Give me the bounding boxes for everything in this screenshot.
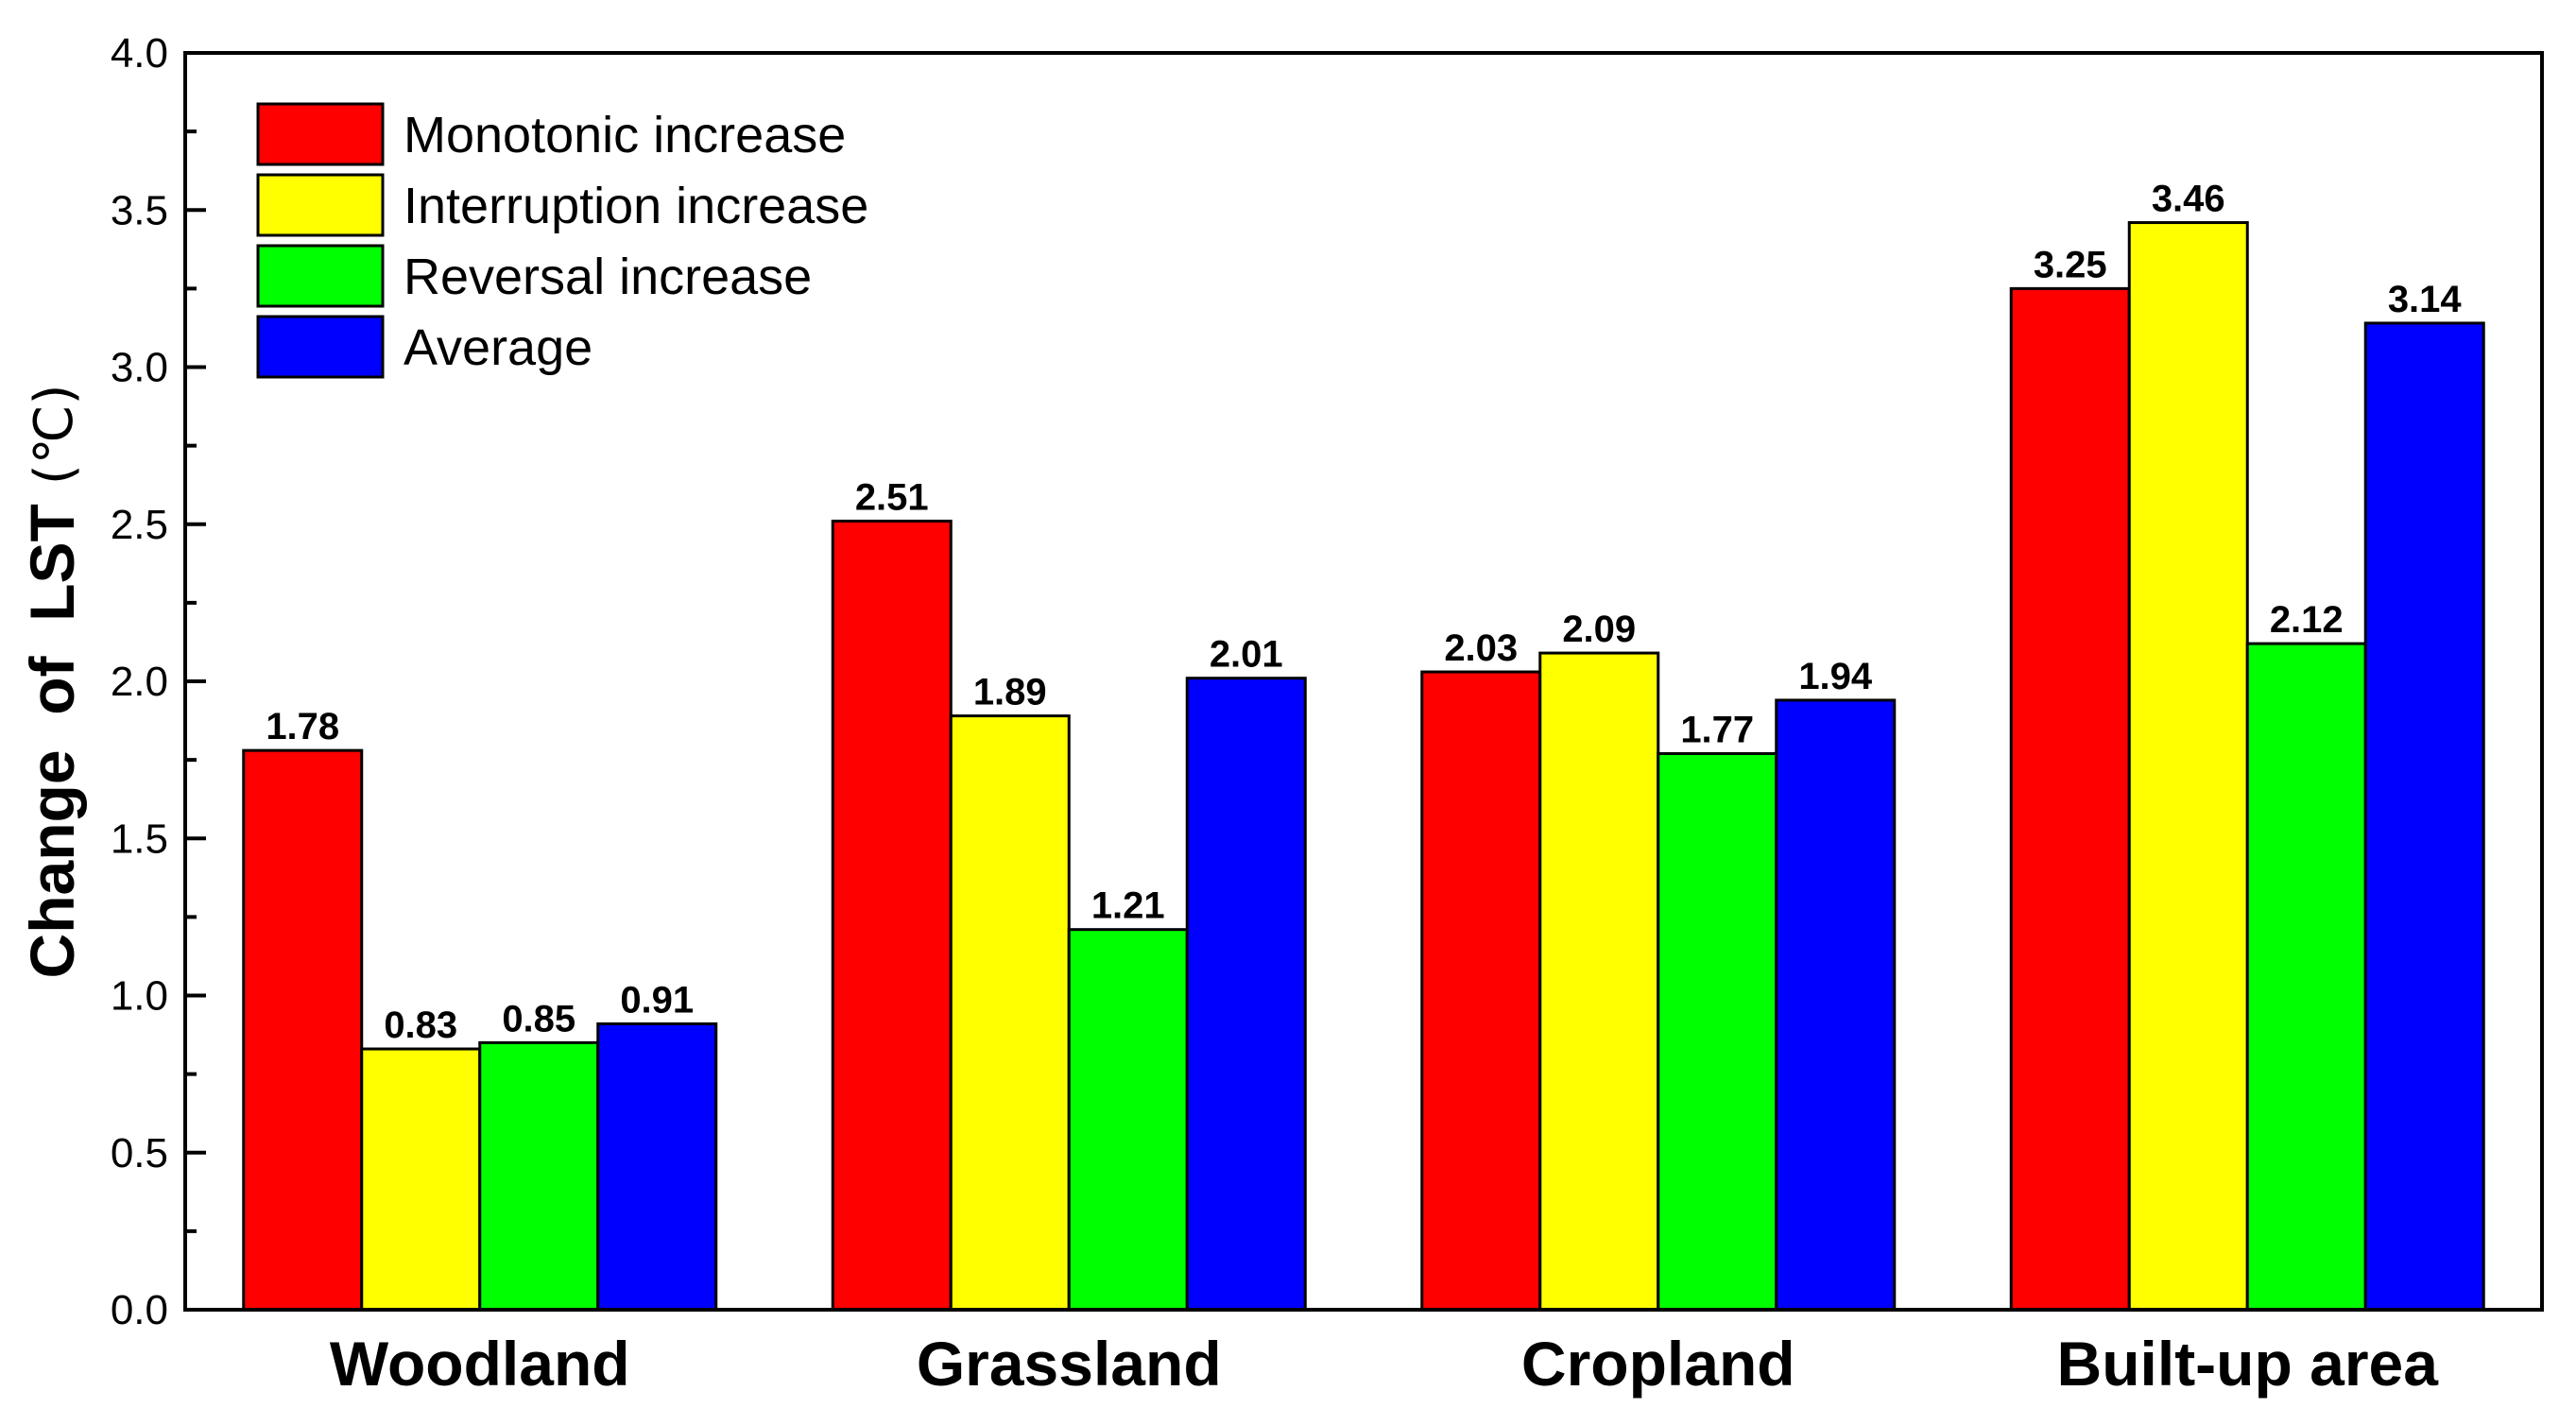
bar-grassland-monotonic-increase <box>831 519 953 1312</box>
legend-label: Monotonic increase <box>404 107 846 163</box>
data-label: 1.89 <box>973 672 1047 713</box>
y-tick-label: 1.0 <box>111 973 168 1020</box>
bars-group <box>242 221 2485 1312</box>
bar-built-up-area-reversal-increase <box>2245 642 2367 1312</box>
legend-label: Average <box>404 319 592 376</box>
bar-woodland-interruption-increase <box>360 1047 482 1312</box>
data-label: 0.85 <box>502 998 575 1039</box>
data-label: 3.14 <box>2388 279 2463 320</box>
data-label: 2.51 <box>855 476 929 518</box>
bar-built-up-area-interruption-increase <box>2127 221 2249 1312</box>
data-label: 1.77 <box>1680 709 1754 750</box>
bar-built-up-area-monotonic-increase <box>2009 286 2131 1312</box>
bar-grassland-interruption-increase <box>949 714 1071 1312</box>
y-tick-label: 0.5 <box>111 1130 168 1176</box>
bar-grassland-average <box>1185 677 1307 1312</box>
legend-swatch-reversal-increase <box>256 244 385 308</box>
y-axis-title-group: Change of LST (℃) <box>17 385 87 979</box>
legend-label: Reversal increase <box>404 249 812 305</box>
y-tick-label: 1.5 <box>111 816 168 862</box>
bar-woodland-monotonic-increase <box>242 748 364 1312</box>
bar-woodland-reversal-increase <box>478 1040 600 1312</box>
y-tick-label: 4.0 <box>111 30 168 77</box>
bar-cropland-reversal-increase <box>1657 751 1778 1312</box>
y-axis-title: Change of LST <box>17 504 87 978</box>
bar-built-up-area-average <box>2363 321 2485 1312</box>
data-label: 3.46 <box>2152 179 2225 220</box>
plot-area-frame <box>183 51 2544 1312</box>
data-label: 1.78 <box>266 706 339 747</box>
x-tick-label: Cropland <box>1521 1329 1795 1399</box>
y-tick-label: 3.0 <box>111 345 168 391</box>
y-axis: 0.0 0.5 1.0 1.5 2.0 2.5 3.0 3.5 4.0 <box>111 30 206 1333</box>
x-tick-label: Built-up area <box>2057 1329 2440 1399</box>
data-label: 2.01 <box>1210 634 1283 676</box>
legend-swatch-average <box>256 315 385 379</box>
data-label: 0.83 <box>384 1004 457 1046</box>
bar-grassland-reversal-increase <box>1067 928 1189 1312</box>
legend-label: Interruption increase <box>404 178 868 234</box>
data-label: 2.03 <box>1444 627 1518 669</box>
bar-cropland-monotonic-increase <box>1420 670 1542 1312</box>
x-tick-label: Woodland <box>330 1329 630 1399</box>
y-axis-unit: (℃) <box>24 385 85 486</box>
data-label: 2.12 <box>2270 599 2344 641</box>
data-labels-group: 1.78 0.83 0.85 0.91 2.51 1.89 1.21 2.01 2.03 2.09… <box>266 179 2462 1046</box>
bar-cropland-average <box>1775 698 1897 1312</box>
bar-cropland-interruption-increase <box>1538 651 1660 1312</box>
legend: Monotonic increase Interruption increase R… <box>256 102 868 379</box>
x-tick-label: Grassland <box>917 1329 1222 1399</box>
y-tick-label: 3.5 <box>111 187 168 233</box>
data-label: 2.09 <box>1562 609 1636 650</box>
y-tick-label: 2.5 <box>111 502 168 548</box>
data-label: 0.91 <box>620 979 694 1021</box>
y-tick-label: 0.0 <box>111 1287 168 1333</box>
y-tick-label: 2.0 <box>111 659 168 705</box>
data-label: 1.94 <box>1798 656 1873 697</box>
data-label: 3.25 <box>2034 244 2107 285</box>
bar-woodland-average <box>596 1022 718 1312</box>
legend-swatch-interruption-increase <box>256 173 385 237</box>
x-axis: Woodland Grassland Cropland Built-up area <box>330 1329 2439 1399</box>
legend-swatch-monotonic-increase <box>256 102 385 166</box>
data-label: 1.21 <box>1091 885 1165 927</box>
